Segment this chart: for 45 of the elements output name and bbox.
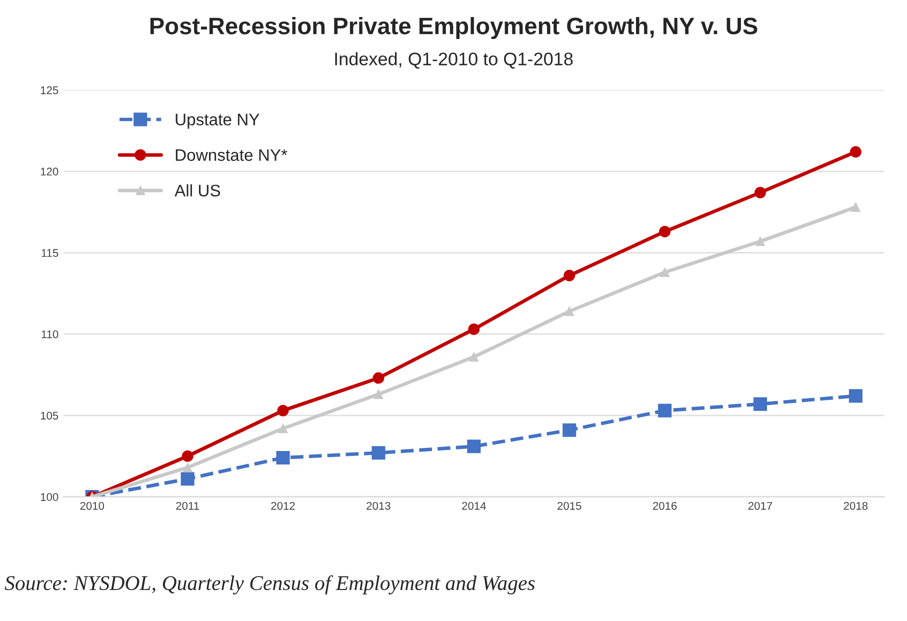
- point: [182, 450, 194, 462]
- point: [372, 446, 386, 460]
- point: [562, 423, 576, 437]
- y-tick-label: 120: [40, 168, 58, 176]
- point: [469, 352, 479, 362]
- point: [848, 389, 862, 403]
- chart-subtitle: Indexed, Q1-2010 to Q1-2018: [335, 52, 573, 69]
- point: [372, 372, 384, 384]
- point: [851, 202, 860, 212]
- point: [467, 440, 481, 454]
- point: [374, 390, 384, 399]
- point: [850, 146, 862, 158]
- x-tick-label: 2014: [462, 502, 486, 510]
- point: [277, 404, 289, 416]
- point: [564, 306, 574, 316]
- point: [276, 450, 290, 465]
- point: [468, 323, 480, 335]
- point: [658, 404, 672, 418]
- x-tick-label: 2015: [558, 502, 582, 510]
- point: [180, 472, 194, 486]
- y-tick-label: 105: [40, 412, 58, 420]
- legend-label: Upstate NY: [176, 114, 260, 129]
- x-tick-label: 2011: [176, 502, 199, 510]
- point: [660, 268, 670, 277]
- y-tick-label: 110: [42, 330, 58, 338]
- point: [756, 236, 765, 246]
- x-tick-label: 2018: [844, 502, 868, 510]
- y-tick-label: 125: [40, 86, 58, 94]
- x-tick-label: 2017: [748, 502, 772, 510]
- point: [659, 226, 671, 238]
- point: [754, 186, 766, 198]
- x-tick-label: 2016: [653, 502, 677, 510]
- y-tick-label: 115: [42, 249, 58, 257]
- point: [753, 397, 768, 411]
- point: [278, 424, 288, 434]
- y-tick-label: 100: [40, 493, 58, 501]
- legend-label: All US: [174, 184, 220, 196]
- chart-title: Post-Recession Private Employment Growth, NY v. US: [150, 17, 758, 40]
- source-note: Source: NYSDOL, Quarterly Census of Employment and Wages: [4, 575, 535, 594]
- x-tick-label: 2013: [366, 502, 390, 510]
- legend-label: Downstate NY*: [176, 149, 288, 161]
- x-tick-label: 2010: [80, 502, 104, 510]
- x-tick-label: 2012: [271, 502, 295, 510]
- point: [564, 270, 576, 282]
- point: [182, 462, 192, 472]
